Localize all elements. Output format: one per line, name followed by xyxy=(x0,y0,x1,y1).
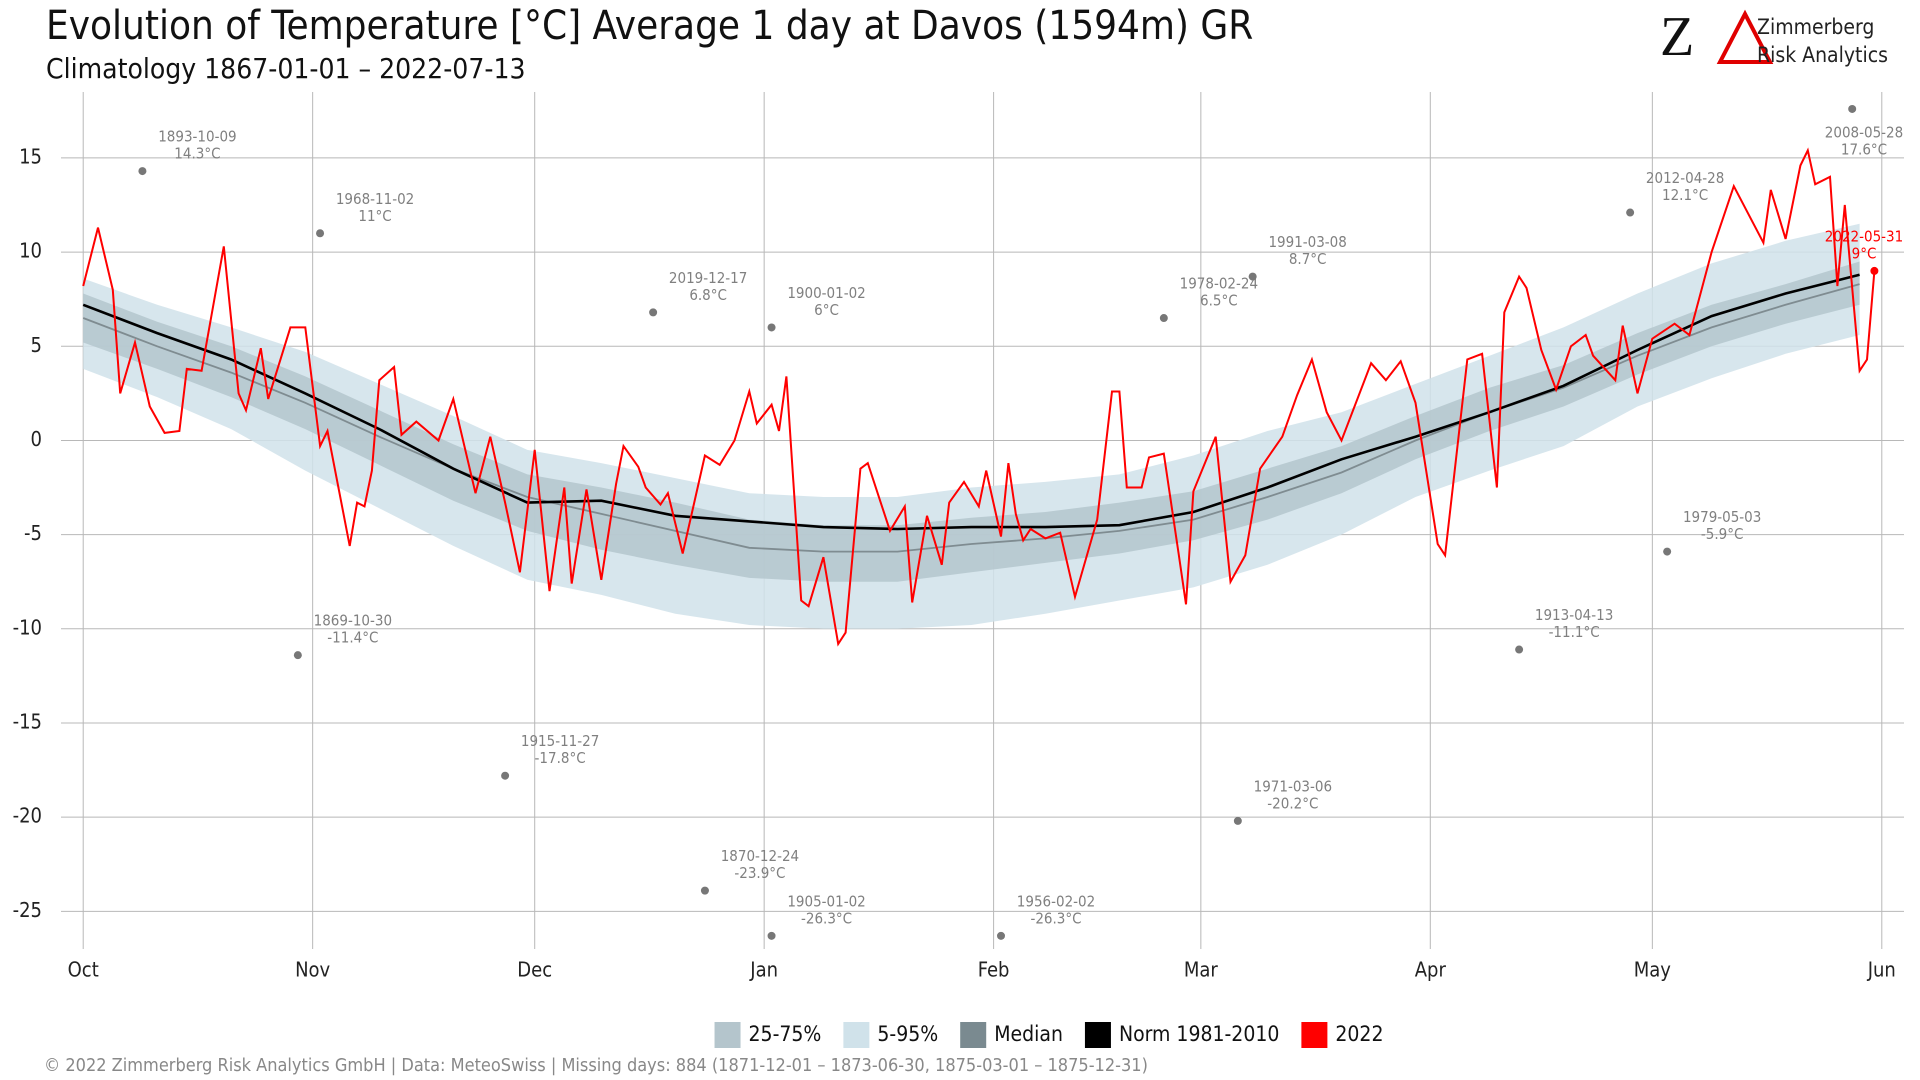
record-point xyxy=(1248,272,1257,281)
record-point xyxy=(293,651,302,660)
record-value: -26.3°C xyxy=(1030,909,1081,927)
record-point xyxy=(138,167,147,176)
record-date: 2019-12-17 xyxy=(669,269,747,287)
line xyxy=(82,147,1876,647)
record-value: -23.9°C xyxy=(734,864,785,882)
record-date: 1893-10-09 xyxy=(158,128,236,146)
record-value: -11.4°C xyxy=(327,629,378,647)
legend-label: 5-95% xyxy=(877,1022,938,1046)
legend-label: Norm 1981-2010 xyxy=(1119,1022,1279,1046)
record-date: 2008-05-28 xyxy=(1825,123,1903,141)
legend-swatch xyxy=(1301,1022,1328,1048)
y-tick-label: -5 xyxy=(24,521,42,545)
chart-subtitle: Climatology 1867-01-01 – 2022-07-13 xyxy=(46,52,526,85)
y-tick-label: 5 xyxy=(31,333,42,357)
record-value: 8.7°C xyxy=(1289,250,1327,268)
y-tick-label: -10 xyxy=(13,615,42,639)
record-date: 1978-02-24 xyxy=(1180,275,1258,293)
record-date: 1900-01-02 xyxy=(787,284,865,302)
record-point xyxy=(767,931,776,940)
record-date: 1869-10-30 xyxy=(314,612,392,630)
record-date: 1905-01-02 xyxy=(787,892,865,910)
logo-text: Zimmerberg xyxy=(1757,15,1874,39)
record-value: 6°C xyxy=(814,301,839,319)
y-tick-label: -25 xyxy=(13,898,42,922)
plot-area: -25 -20 -15 -10 -5 0 5 10 15 Oct Nov Dec Jan Feb Mar Ap… xyxy=(13,92,1904,982)
record-value: -20.2°C xyxy=(1267,794,1318,812)
y-tick-label: 0 xyxy=(31,427,42,451)
record-date: 2012-04-28 xyxy=(1646,169,1724,187)
legend-label: 25-75% xyxy=(749,1022,822,1046)
legend: 25-75% 5-95% Median Norm 1981-2010 2022 xyxy=(714,1022,1383,1048)
record-value: 11°C xyxy=(358,207,391,225)
legend-swatch xyxy=(1084,1022,1111,1048)
record-point xyxy=(1233,816,1242,825)
legend-label: Median xyxy=(994,1022,1063,1046)
x-tick-label: Oct xyxy=(68,958,99,982)
record-value: 9°C xyxy=(1852,244,1877,262)
record-point xyxy=(767,323,776,332)
record-date: 1979-05-03 xyxy=(1683,508,1761,526)
y-tick-label: 15 xyxy=(19,144,42,168)
record-point xyxy=(1159,314,1168,323)
record-value: -17.8°C xyxy=(535,749,586,767)
logo-triangle xyxy=(1716,9,1774,64)
x-tick-label: Feb xyxy=(978,958,1010,982)
record-point xyxy=(997,931,1006,940)
record-date: 1870-12-24 xyxy=(721,847,799,865)
x-tick-label: Nov xyxy=(295,958,330,982)
record-date: 1956-02-02 xyxy=(1017,892,1095,910)
chart-title: Evolution of Temperature [°C] Average 1 … xyxy=(46,3,1253,49)
logo-mark: Z xyxy=(1660,6,1694,68)
record-date: 1913-04-13 xyxy=(1535,606,1613,624)
line xyxy=(82,273,1860,531)
y-tick-label: -20 xyxy=(13,804,42,828)
y-tick-label: -15 xyxy=(13,709,42,733)
record-date: 1968-11-02 xyxy=(336,190,414,208)
record-value: 6.8°C xyxy=(689,286,727,304)
x-tick-label: Dec xyxy=(517,958,552,982)
record-value: -26.3°C xyxy=(801,909,852,927)
legend-swatch xyxy=(843,1022,870,1048)
record-point xyxy=(1663,547,1672,556)
record-value: 6.5°C xyxy=(1200,292,1238,310)
x-tick-label: Mar xyxy=(1184,958,1219,982)
record-point xyxy=(1626,208,1635,217)
logo-text: Risk Analytics xyxy=(1757,43,1888,67)
record-date: 1915-11-27 xyxy=(521,732,599,750)
line xyxy=(82,283,1860,553)
x-tick-label: Jan xyxy=(749,958,778,982)
record-value: -5.9°C xyxy=(1701,525,1744,543)
x-tick-label: Jun xyxy=(1867,958,1896,982)
record-point xyxy=(700,886,709,895)
record-date: 1991-03-08 xyxy=(1268,233,1346,251)
legend-swatch xyxy=(714,1022,741,1048)
footer: © 2022 Zimmerberg Risk Analytics GmbH | … xyxy=(44,1055,1148,1076)
record-point xyxy=(1870,266,1879,275)
record-point xyxy=(501,771,510,780)
y-tick-label: 10 xyxy=(19,239,42,263)
x-tick-label: May xyxy=(1634,958,1672,982)
record-value: 17.6°C xyxy=(1841,140,1887,158)
record-value: 14.3°C xyxy=(174,145,220,163)
record-value: -11.1°C xyxy=(1549,623,1600,641)
record-date: 2022-05-31 xyxy=(1825,227,1903,245)
record-point xyxy=(1515,645,1524,654)
record-point xyxy=(316,229,325,238)
record-date: 1971-03-06 xyxy=(1254,777,1332,795)
legend-label: 2022 xyxy=(1335,1022,1383,1046)
record-point xyxy=(1848,104,1857,113)
record-value: 12.1°C xyxy=(1662,186,1708,204)
record-point xyxy=(649,308,658,317)
x-tick-label: Apr xyxy=(1415,958,1447,982)
legend-swatch xyxy=(960,1022,987,1048)
